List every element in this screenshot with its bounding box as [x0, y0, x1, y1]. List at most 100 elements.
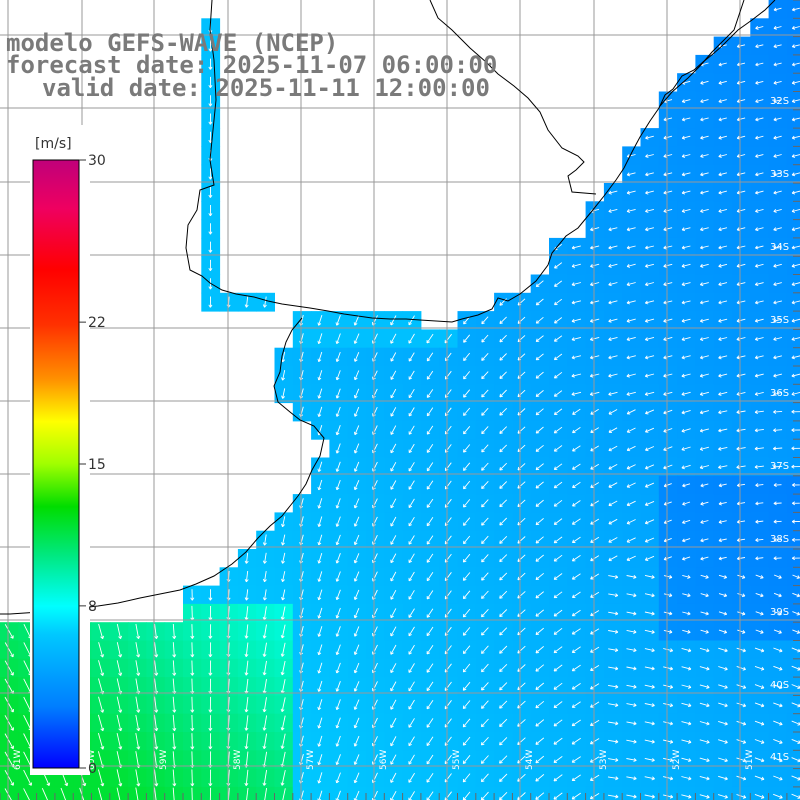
- wind-arrow: [317, 607, 323, 619]
- wind-arrow: [335, 388, 341, 399]
- wind-arrow: [700, 190, 709, 195]
- wind-arrow: [426, 718, 434, 728]
- wind-arrow: [736, 775, 747, 781]
- wind-arrow: [736, 794, 747, 799]
- wind-arrow: [571, 737, 581, 745]
- wind-arrow: [626, 355, 636, 360]
- wind-arrow: [335, 717, 341, 729]
- wind-arrow: [681, 208, 691, 213]
- wind-arrow: [481, 316, 489, 325]
- wind-arrow: [773, 702, 783, 708]
- wind-arrow: [154, 696, 159, 713]
- wind-arrow: [589, 318, 600, 323]
- wind-arrow: [571, 774, 581, 782]
- wind-arrow: [663, 373, 673, 378]
- wind-arrow: [700, 501, 709, 506]
- wind-arrow: [736, 300, 746, 305]
- wind-arrow: [626, 593, 637, 598]
- wind-arrow: [390, 772, 397, 783]
- wind-arrow: [755, 629, 764, 634]
- wind-arrow: [773, 684, 783, 689]
- wind-arrow: [208, 660, 213, 676]
- wind-arrow: [553, 609, 563, 617]
- wind-arrow: [773, 611, 782, 616]
- wind-arrow: [699, 684, 710, 689]
- colorbar-tick-label: 22: [88, 315, 106, 331]
- wind-arrow: [262, 733, 268, 750]
- wind-arrow: [481, 627, 489, 636]
- wind-arrow: [244, 552, 249, 564]
- wind-cell: [347, 786, 367, 800]
- wind-arrow: [682, 593, 691, 598]
- wind-arrow: [681, 373, 691, 378]
- wind-arrow: [644, 666, 655, 671]
- wind-arrow: [390, 608, 397, 619]
- wind-arrow: [553, 426, 563, 434]
- wind-arrow: [681, 190, 691, 195]
- wind-arrow: [663, 245, 673, 250]
- wind-arrow: [773, 428, 783, 433]
- wind-arrow: [590, 463, 600, 470]
- wind-arrow: [499, 407, 508, 416]
- wind-cell: [439, 786, 458, 800]
- wind-arrow: [754, 464, 764, 469]
- wind-arrow: [535, 646, 544, 654]
- wind-arrow: [681, 172, 691, 177]
- wind-arrow: [353, 681, 360, 692]
- wind-arrow: [792, 629, 800, 634]
- wind-arrow: [463, 480, 471, 490]
- wind-arrow: [754, 355, 764, 360]
- wind-arrow: [791, 373, 800, 378]
- wind-cell: [494, 786, 513, 800]
- wind-arrow: [390, 754, 397, 765]
- wind-arrow: [700, 99, 709, 104]
- wind-arrow: [572, 408, 581, 415]
- wind-arrow: [353, 370, 360, 381]
- wind-arrow: [463, 389, 471, 398]
- wind-arrow: [554, 280, 563, 287]
- wind-arrow: [481, 700, 489, 709]
- wind-arrow: [644, 703, 655, 708]
- wind-arrow: [737, 611, 746, 616]
- wind-arrow: [553, 408, 563, 416]
- wind-arrow: [791, 391, 800, 396]
- wind-arrow: [662, 776, 674, 781]
- wind-arrow: [645, 135, 654, 140]
- wind-arrow: [699, 702, 710, 708]
- wind-arrow: [773, 245, 782, 250]
- wind-arrow: [116, 623, 123, 640]
- wind-arrow: [390, 571, 397, 582]
- wind-arrow: [426, 571, 434, 582]
- wind-arrow: [172, 714, 177, 732]
- wind-arrow: [553, 627, 563, 635]
- wind-arrow: [554, 262, 563, 269]
- wind-arrow: [718, 465, 728, 470]
- wind-arrow: [736, 720, 747, 726]
- wind-arrow: [699, 300, 709, 305]
- wind-arrow: [773, 537, 782, 542]
- wind-arrow: [718, 300, 728, 305]
- wind-arrow: [280, 660, 286, 676]
- wind-arrow: [645, 208, 655, 213]
- wind-arrow: [23, 769, 33, 786]
- wind-arrow: [773, 208, 782, 213]
- wind-arrow: [791, 537, 800, 542]
- wind-cell: [622, 786, 641, 800]
- wind-arrow: [644, 648, 655, 653]
- wind-arrow: [571, 373, 582, 378]
- wind-arrow: [208, 296, 213, 308]
- wind-arrow: [408, 626, 415, 637]
- wind-arrow: [335, 498, 341, 509]
- wind-arrow: [208, 223, 213, 235]
- wind-arrow: [663, 629, 673, 634]
- wind-arrow: [317, 662, 323, 674]
- wind-arrow: [608, 373, 618, 378]
- wind-cell: [164, 786, 184, 800]
- wind-arrow: [755, 62, 764, 67]
- wind-arrow: [262, 589, 267, 601]
- wind-arrow: [718, 117, 727, 122]
- wind-arrow: [754, 428, 764, 433]
- wind-arrow: [607, 794, 619, 799]
- wind-arrow: [462, 572, 471, 581]
- wind-arrow: [426, 352, 434, 362]
